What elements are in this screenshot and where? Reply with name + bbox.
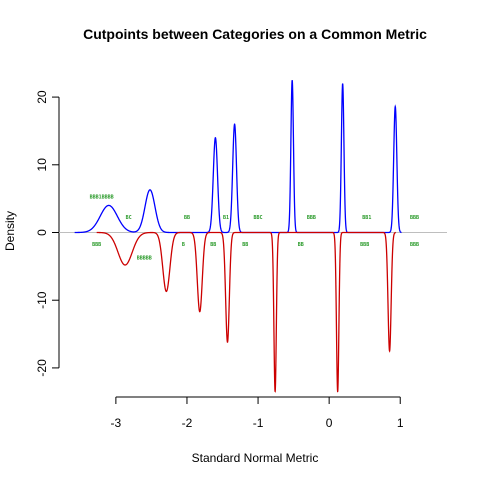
- category-label-upper: BC: [126, 215, 132, 221]
- x-axis: -3 -2 -1 0 1: [111, 396, 404, 430]
- series-layer: [74, 80, 402, 393]
- category-label-upper: BBB1BBBB: [90, 195, 114, 201]
- category-label-upper: BB: [184, 215, 190, 221]
- category-label-upper: BBC: [254, 215, 263, 221]
- x-tick-label: 0: [326, 416, 333, 430]
- category-label-lower: BBB: [360, 242, 369, 248]
- category-label-upper: BB1: [362, 215, 371, 221]
- y-tick-label: 10: [35, 158, 49, 172]
- x-tick-label: -1: [253, 416, 264, 430]
- category-label-upper: BBB: [307, 215, 316, 221]
- category-label-upper: B1: [223, 215, 229, 221]
- x-tick-label: 1: [397, 416, 404, 430]
- category-label-lower: B: [182, 242, 185, 248]
- category-label-upper: BBB: [410, 215, 419, 221]
- y-axis-label: Density: [3, 211, 17, 251]
- category-label-lower: BB: [242, 242, 248, 248]
- y-tick-label: 20: [35, 90, 49, 104]
- category-label-lower: BB: [210, 242, 216, 248]
- density-curve-down: [96, 231, 396, 393]
- y-axis: -20 -10 0 10 20: [35, 90, 60, 377]
- y-tick-label: 0: [35, 229, 49, 236]
- y-tick-label: -20: [35, 359, 49, 377]
- category-label-lower: BBBBB: [137, 256, 152, 262]
- density-curve-up: [74, 80, 402, 234]
- x-axis-label: Standard Normal Metric: [192, 451, 319, 465]
- x-tick-label: -2: [182, 416, 193, 430]
- category-label-lower: BB: [298, 242, 304, 248]
- category-label-lower: BBB: [410, 242, 419, 248]
- category-label-lower: BBB: [92, 242, 101, 248]
- chart-title: Cutpoints between Categories on a Common…: [83, 26, 427, 42]
- y-tick-label: -10: [35, 291, 49, 309]
- x-tick-label: -3: [111, 416, 122, 430]
